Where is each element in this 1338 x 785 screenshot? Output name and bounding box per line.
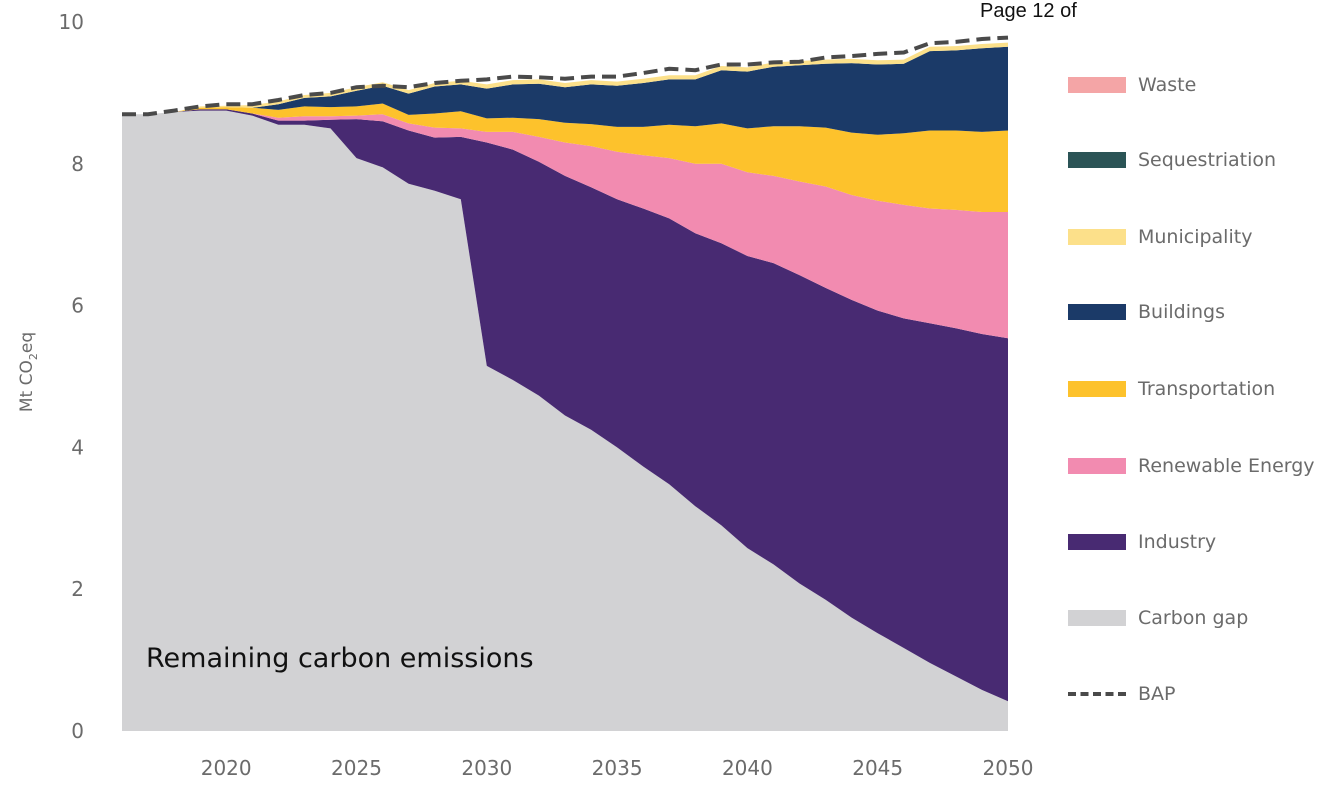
legend-label-sequestriation: Sequestriation [1138,149,1277,171]
x-tick-label: 2035 [592,756,643,780]
legend-item-renewable-energy: Renewable Energy [1068,454,1315,478]
legend-swatch-renewable-energy [1068,458,1126,474]
legend-item-waste: Waste [1068,73,1196,97]
legend-label-industry: Industry [1138,531,1217,553]
y-axis-label: Mt CO2eq [17,332,40,412]
y-tick-label: 6 [71,294,84,318]
y-tick-label: 2 [71,577,84,601]
y-tick-label: 10 [59,10,84,34]
area-renewable-energy [122,109,1008,339]
area-buildings [122,46,1008,135]
legend-item-sequestriation: Sequestriation [1068,148,1276,172]
legend-label-carbon-gap: Carbon gap [1138,607,1249,629]
legend-swatch-buildings [1068,304,1126,320]
legend-item-carbon-gap: Carbon gap [1068,606,1248,630]
x-tick-label: 2050 [983,756,1034,780]
chart-annotation: Remaining carbon emissions [146,643,534,674]
legend-label-transportation: Transportation [1138,378,1276,400]
legend-dash-bap [1068,692,1126,696]
y-tick-label: 8 [71,152,84,176]
legend-swatch-municipality [1068,229,1126,245]
legend-item-transportation: Transportation [1068,377,1275,401]
legend-label-waste: Waste [1138,74,1197,96]
legend-item-buildings: Buildings [1068,300,1225,324]
page-label: Page 12 of [980,0,1077,22]
legend-label-renewable-energy: Renewable Energy [1138,455,1315,477]
x-tick-label: 2030 [461,756,512,780]
area-carbon-gap [122,110,1008,732]
y-tick-labels: 0 2 4 6 8 10 [59,10,84,743]
bap-line [122,35,1009,117]
area-industry [122,109,1008,702]
legend: Waste Sequestriation Municipality Buildi… [1068,0,1338,781]
legend-label-bap: BAP [1138,683,1176,705]
legend-swatch-waste [1068,77,1126,93]
legend-label-municipality: Municipality [1138,226,1253,248]
series-areas [122,42,1008,732]
y-tick-label: 0 [71,719,84,743]
legend-label-buildings: Buildings [1138,301,1225,323]
legend-item-industry: Industry [1068,530,1216,554]
x-tick-label: 2020 [201,756,252,780]
area-transportation [122,103,1008,212]
legend-item-municipality: Municipality [1068,225,1252,249]
x-tick-label: 2040 [722,756,773,780]
legend-item-bap: BAP [1068,682,1176,706]
bap-layer [122,35,1009,117]
x-tick-label: 2045 [852,756,903,780]
legend-swatch-industry [1068,534,1126,550]
legend-swatch-sequestriation [1068,152,1126,168]
x-tick-label: 2025 [331,756,382,780]
x-tick-labels: 2020 2025 2030 2035 2040 2045 2050 [201,756,1034,780]
legend-swatch-transportation [1068,381,1126,397]
legend-swatch-carbon-gap [1068,610,1126,626]
y-tick-label: 4 [71,435,84,459]
